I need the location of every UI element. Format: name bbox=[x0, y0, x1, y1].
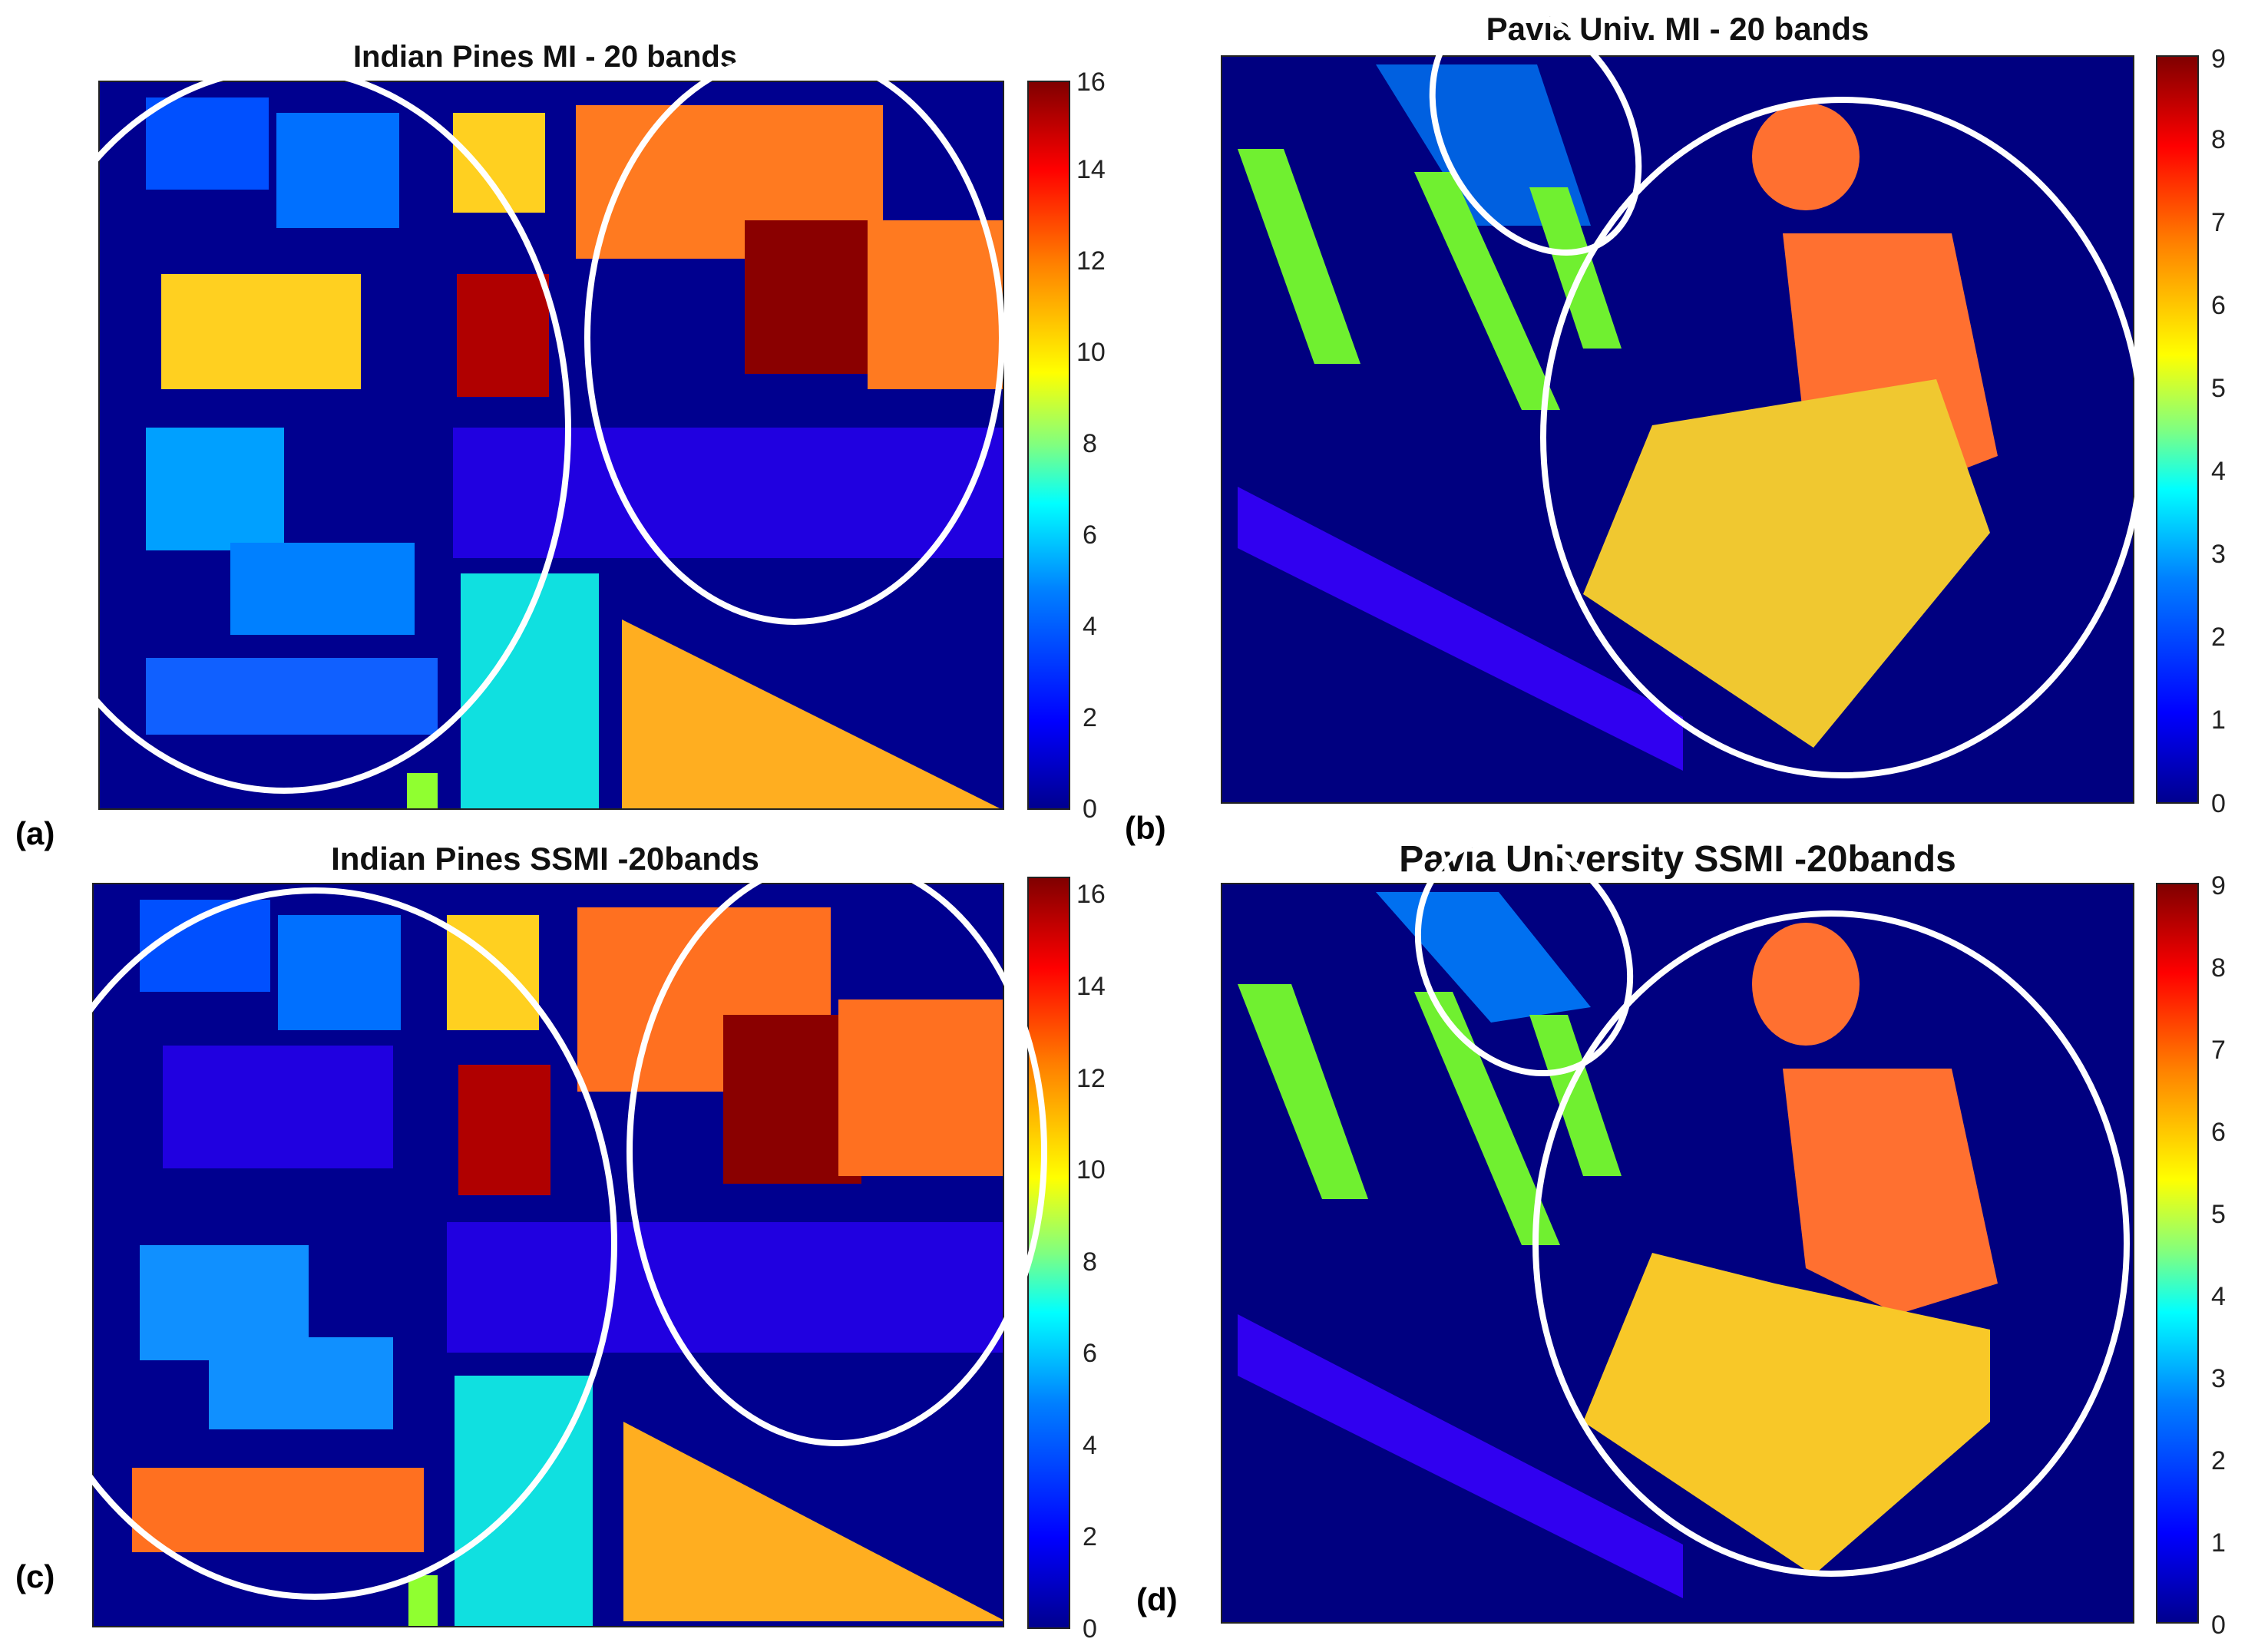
panel-a-title: Indian Pines MI - 20 bands bbox=[352, 40, 738, 74]
panel-b-tick: 1 bbox=[2211, 705, 2226, 735]
panel-d-title: Pavia University SSMI -20bands bbox=[1399, 839, 1956, 880]
panel-d-tick: 5 bbox=[2211, 1200, 2226, 1229]
panel-b-tick: 3 bbox=[2211, 540, 2226, 569]
panel-b-tick: 8 bbox=[2211, 125, 2226, 154]
panel-c-map bbox=[92, 883, 1004, 1627]
panel-c-tick: 12 bbox=[1076, 1064, 1106, 1093]
panel-c-map-svg bbox=[132, 900, 1003, 1626]
panel-a-tick: 10 bbox=[1076, 338, 1106, 367]
panel-c-title: Indian Pines SSMI -20bands bbox=[331, 841, 759, 877]
panel-a-colorbar bbox=[1027, 81, 1070, 810]
panel-a-tick: 4 bbox=[1083, 612, 1097, 641]
panel-d-label: (d) bbox=[1136, 1581, 1178, 1617]
panel-a-tick: 16 bbox=[1076, 68, 1106, 97]
panel-d-tick: 9 bbox=[2211, 871, 2226, 900]
panel-d-map-svg bbox=[1238, 892, 1998, 1598]
panel-c-tick: 2 bbox=[1083, 1522, 1097, 1551]
panel-c-tick: 0 bbox=[1083, 1614, 1097, 1644]
panel-d-tick: 2 bbox=[2211, 1446, 2226, 1475]
panel-d-tick: 0 bbox=[2211, 1611, 2226, 1640]
panel-b-tick: 2 bbox=[2211, 623, 2226, 652]
panel-b-tick: 9 bbox=[2211, 45, 2226, 74]
panel-c-tick: 16 bbox=[1076, 880, 1106, 909]
panel-b-title: Pavia Univ. MI - 20 bands bbox=[1486, 11, 1870, 47]
panel-a-label: (a) bbox=[15, 815, 55, 851]
panel-d-tick: 4 bbox=[2211, 1282, 2226, 1311]
panel-d-tick: 3 bbox=[2211, 1364, 2226, 1393]
panel-a-tick: 0 bbox=[1083, 795, 1097, 824]
panel-c-tick: 6 bbox=[1083, 1339, 1097, 1368]
panel-d-tick: 1 bbox=[2211, 1528, 2226, 1558]
panel-b-tick: 0 bbox=[2211, 789, 2226, 818]
panel-d-tick: 6 bbox=[2211, 1118, 2226, 1147]
panel-c-tick: 10 bbox=[1076, 1155, 1106, 1184]
panel-b-tick: 5 bbox=[2211, 374, 2226, 403]
panel-c-tick: 8 bbox=[1083, 1247, 1097, 1277]
panel-c-tick: 4 bbox=[1083, 1431, 1097, 1460]
panel-b-tick: 7 bbox=[2211, 208, 2226, 237]
panel-b-label: (b) bbox=[1125, 810, 1166, 846]
panel-a-map bbox=[98, 81, 1004, 810]
panel-a-tick: 2 bbox=[1083, 703, 1097, 732]
panel-d-colorbar bbox=[2156, 883, 2199, 1624]
panel-d-tick: 7 bbox=[2211, 1036, 2226, 1065]
panel-a-tick: 8 bbox=[1083, 429, 1097, 458]
panel-c-colorbar bbox=[1027, 877, 1070, 1629]
panel-a-tick: 14 bbox=[1076, 155, 1106, 184]
panel-d-map bbox=[1221, 883, 2134, 1624]
panel-d-tick: 8 bbox=[2211, 953, 2226, 983]
panel-c-label: (c) bbox=[15, 1558, 55, 1594]
panel-a-tick: 6 bbox=[1083, 520, 1097, 550]
panel-a-tick: 12 bbox=[1076, 246, 1106, 276]
panel-a-map-svg bbox=[146, 97, 1003, 808]
panel-b-colorbar bbox=[2156, 55, 2199, 804]
panel-b-tick: 4 bbox=[2211, 457, 2226, 486]
panel-c-tick: 14 bbox=[1076, 972, 1106, 1001]
panel-b-map bbox=[1221, 55, 2134, 804]
panel-b-map-svg bbox=[1238, 64, 1998, 771]
panel-b-tick: 6 bbox=[2211, 291, 2226, 320]
